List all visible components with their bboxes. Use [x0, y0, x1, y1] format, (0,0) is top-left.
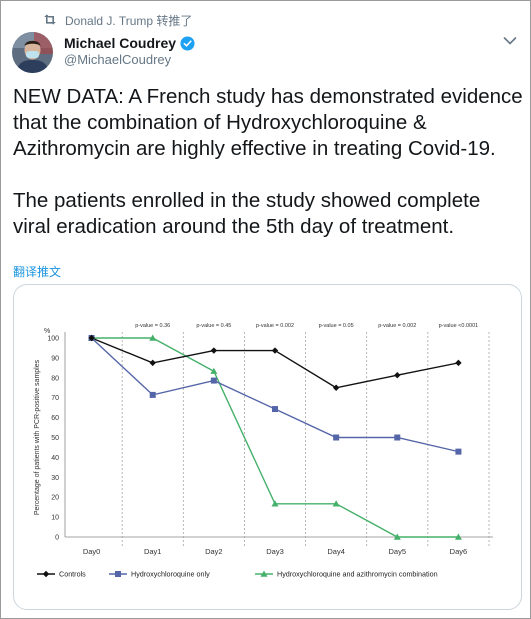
- x-tick-label: Day2: [205, 547, 223, 556]
- legend-label: Hydroxychloroquine and azithromycin comb…: [277, 570, 438, 579]
- y-tick-label: 20: [51, 495, 59, 502]
- series-point: [394, 434, 401, 441]
- series-point: [393, 533, 401, 540]
- series-point: [210, 377, 217, 384]
- tweet-paragraph: The patients enrolled in the study showe…: [13, 189, 481, 238]
- y-tick-label: 70: [51, 395, 59, 402]
- series-point: [455, 448, 462, 455]
- y-axis-label: Percentage of patients with PCR-positive…: [34, 359, 41, 515]
- y-tick-label: 40: [51, 455, 59, 462]
- series-point: [210, 347, 218, 354]
- pvalue-label: p-value = 0.36: [135, 323, 170, 329]
- y-tick-label: 10: [51, 515, 59, 522]
- x-tick-label: Day4: [327, 547, 345, 556]
- pvalue-label: p-value = 0.002: [378, 323, 416, 329]
- series-point: [271, 500, 279, 507]
- series-point: [332, 384, 340, 391]
- series-point: [149, 391, 156, 398]
- y-unit-label: %: [44, 328, 50, 335]
- x-tick-label: Day5: [389, 547, 407, 556]
- retweet-label[interactable]: Donald J. Trump 转推了: [65, 14, 193, 28]
- series-point: [455, 359, 462, 367]
- chevron-down-icon[interactable]: [503, 36, 517, 46]
- retweet-context: Donald J. Trump 转推了: [43, 12, 192, 29]
- y-tick-label: 30: [51, 475, 59, 482]
- x-tick-label: Day0: [83, 547, 101, 556]
- series-point: [272, 406, 278, 413]
- legend-label: Hydroxychloroquine only: [131, 570, 210, 579]
- author-handle[interactable]: @MichaelCoudrey: [64, 52, 172, 67]
- x-tick-label: Day6: [450, 547, 468, 556]
- translate-tweet-link[interactable]: 翻译推文: [13, 265, 62, 279]
- series-point: [149, 359, 156, 367]
- series-point: [394, 372, 401, 379]
- series-line: [91, 337, 459, 538]
- series-point: [149, 334, 157, 341]
- y-tick-label: 80: [51, 375, 59, 382]
- series-point: [271, 347, 279, 354]
- series-point: [115, 571, 121, 577]
- pvalue-label: p-value = 0.002: [256, 323, 294, 329]
- x-tick-label: Day1: [144, 547, 162, 556]
- avatar[interactable]: [12, 32, 53, 73]
- series-point: [454, 533, 462, 540]
- y-tick-label: 50: [51, 435, 59, 442]
- y-tick-label: 100: [47, 336, 59, 343]
- series-point: [333, 434, 340, 441]
- chart-image: % Percentage of patients with PCR-positiv…: [23, 295, 513, 600]
- pvalue-label: p-value = 0.05: [319, 323, 354, 329]
- series-point: [210, 367, 218, 374]
- series-point: [88, 334, 95, 342]
- tweet-paragraph: NEW DATA: A French study has demonstrate…: [13, 85, 523, 160]
- chart: % Percentage of patients with PCR-positiv…: [34, 323, 493, 579]
- y-tick-label: 60: [51, 415, 59, 422]
- series-point: [42, 570, 50, 578]
- series-point: [260, 570, 268, 577]
- pvalue-label: p-value <0.0001: [439, 323, 479, 329]
- author-name-row: Michael Coudrey: [64, 35, 195, 51]
- pvalue-label: p-value = 0.45: [196, 323, 231, 329]
- series-line: [91, 337, 459, 453]
- verified-badge-icon: [180, 35, 195, 51]
- tweet-image-card[interactable]: % Percentage of patients with PCR-positiv…: [13, 284, 522, 610]
- series-line: [91, 337, 459, 389]
- legend-label: Controls: [59, 570, 86, 579]
- y-tick-label: 0: [55, 535, 59, 542]
- series-point: [332, 500, 340, 507]
- tweet-text: NEW DATA: A French study has demonstrate…: [13, 84, 523, 240]
- y-tick-label: 90: [51, 355, 59, 362]
- x-tick-label: Day3: [266, 547, 284, 556]
- author-display-name[interactable]: Michael Coudrey: [64, 35, 177, 51]
- retweet-icon: [43, 13, 57, 28]
